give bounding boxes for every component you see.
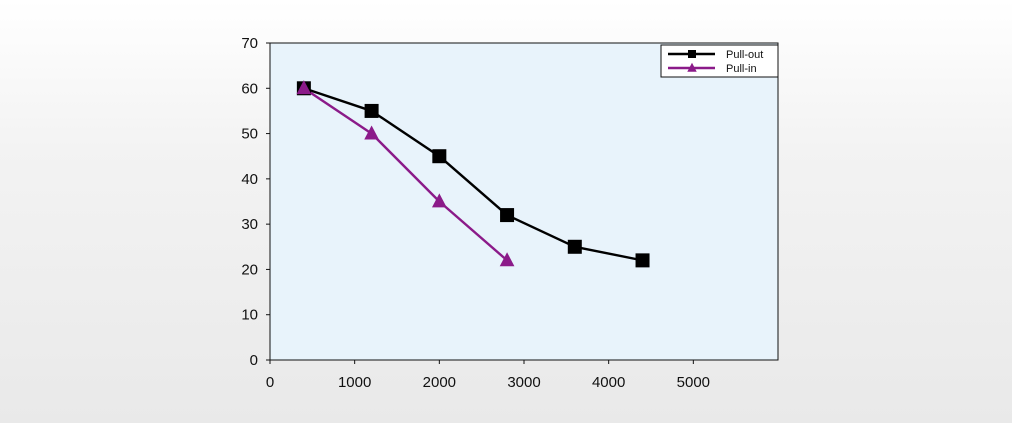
pull-in-point — [499, 252, 515, 267]
pull-out-line — [302, 87, 644, 262]
y-tick-label: 70 — [241, 35, 258, 52]
x-tick-label: 3000 — [507, 374, 540, 391]
legend-pull-out-marker — [688, 50, 696, 58]
legend-pull-in-label: Pull-in — [726, 63, 757, 75]
x-tick-label: 1000 — [338, 374, 371, 391]
x-tick-label: 0 — [266, 374, 274, 391]
pull-out-point — [567, 239, 582, 254]
axis-ticks: 0 10 20 30 40 50 60 70 0 1000 2000 3000 4000 5000 — [241, 35, 710, 391]
pull-out-point — [500, 208, 515, 223]
x-tick-label: 4000 — [592, 374, 625, 391]
legend-pull-out-label: Pull-out — [726, 49, 763, 61]
pull-in-point — [296, 80, 312, 95]
series-lines — [302, 87, 644, 262]
x-tick-label: 2000 — [423, 374, 456, 391]
y-tick-label: 10 — [241, 307, 258, 324]
pull-in-point — [431, 193, 447, 208]
pull-out-point — [635, 253, 650, 268]
pull-in-point — [364, 125, 379, 140]
y-tick-label: 30 — [241, 216, 258, 233]
y-tick-label: 0 — [250, 352, 258, 369]
y-tick-label: 20 — [241, 261, 258, 278]
pull-out-point — [364, 103, 379, 118]
legend: Pull-out Pull-in — [660, 44, 779, 78]
legend-pull-in-marker — [687, 62, 697, 72]
y-tick-label: 40 — [241, 171, 258, 188]
x-tick-label: 5000 — [677, 374, 710, 391]
legend-box — [660, 44, 779, 78]
y-tick-label: 60 — [241, 80, 258, 97]
pull-out-point — [432, 149, 447, 164]
series-markers — [296, 80, 650, 268]
y-tick-label: 50 — [241, 126, 258, 143]
plot-area — [269, 42, 779, 361]
pull-in-line — [302, 87, 509, 262]
